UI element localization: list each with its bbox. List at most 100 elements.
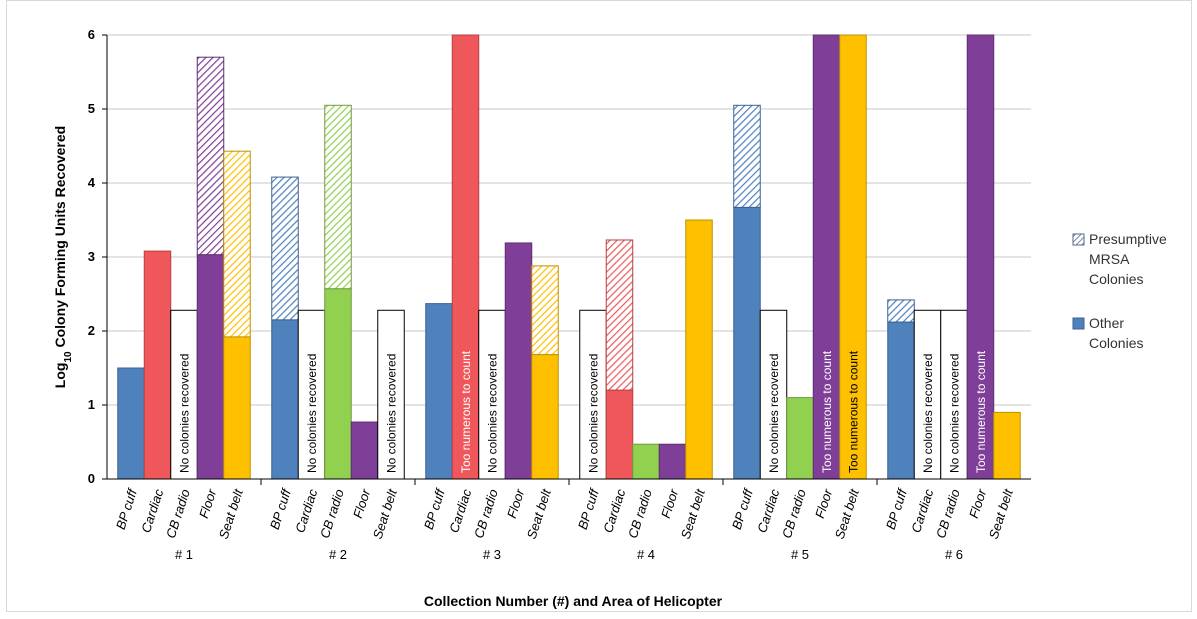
bar-other-colonies — [143, 250, 172, 480]
bar-label-no-colonies: No colonies recovered — [948, 354, 962, 473]
x-axis-title: Collection Number (#) and Area of Helico… — [424, 593, 723, 609]
bar-label-too-numerous: Too numerous to count — [847, 350, 861, 473]
legend-swatch-other — [1072, 317, 1085, 330]
x-category-label: Seat belt — [216, 486, 247, 541]
bar-other-colonies — [993, 411, 1021, 480]
x-category-label: CB radio — [317, 487, 347, 540]
group-label: # 6 — [945, 547, 963, 562]
x-category-label: CB radio — [625, 487, 655, 540]
group-label: # 4 — [637, 547, 655, 562]
bar-other-colonies — [839, 34, 867, 480]
bar-other-colonies — [350, 421, 379, 480]
bar-no-colonies — [759, 309, 788, 480]
x-category-label: CB radio — [471, 487, 501, 540]
group-label: # 3 — [483, 547, 501, 562]
y-tick-label: 1 — [88, 397, 95, 412]
group-label: # 5 — [791, 547, 809, 562]
x-category-label: BP cuff — [267, 486, 294, 531]
y-tick-label: 5 — [88, 101, 95, 116]
x-category-label: Floor — [812, 487, 836, 520]
bar-presumptive-mrsa — [196, 56, 225, 256]
x-category-label: Cardiac — [908, 487, 936, 535]
bar-no-colonies — [940, 309, 968, 480]
bar-other-colonies — [504, 242, 533, 480]
bar-other-colonies — [966, 34, 995, 480]
bar-no-colonies — [913, 309, 942, 480]
x-category-label: CB radio — [163, 487, 193, 540]
x-category-label: Seat belt — [832, 486, 863, 541]
x-category-label: Floor — [350, 487, 374, 520]
chart-frame: No colonies recovered No colonies recover… — [6, 0, 1192, 612]
bar-other-colonies — [117, 367, 145, 480]
legend: Presumptive MRSA Colonies Other Colonies — [1072, 231, 1167, 351]
bar-label-no-colonies: No colonies recovered — [305, 354, 319, 473]
bar-no-colonies — [297, 309, 326, 480]
bar-other-colonies — [812, 34, 841, 480]
bar-other-colonies — [271, 319, 299, 480]
group-label: # 2 — [329, 547, 347, 562]
bar-presumptive-mrsa — [887, 299, 915, 323]
y-axis-title: Log10 Colony Forming Units Recovered — [52, 126, 74, 388]
y-tick-label: 2 — [88, 323, 95, 338]
bar-presumptive-mrsa — [223, 150, 251, 338]
x-category-label: Seat belt — [370, 486, 401, 541]
legend-label-other-2: Colonies — [1089, 335, 1143, 351]
bar-label-no-colonies: No colonies recovered — [385, 354, 399, 473]
x-category-label: Cardiac — [138, 487, 166, 535]
bar-other-colonies — [786, 397, 814, 480]
bar-other-colonies — [425, 303, 453, 480]
x-category-label: Seat belt — [678, 486, 709, 541]
x-category-label: Cardiac — [600, 487, 628, 535]
bar-other-colonies — [658, 443, 687, 480]
legend-label-presumptive-2: MRSA — [1089, 251, 1130, 267]
bar-presumptive-mrsa — [733, 104, 761, 208]
x-category-label: Floor — [658, 487, 682, 520]
bar-label-no-colonies: No colonies recovered — [486, 354, 500, 473]
bar-label-no-colonies: No colonies recovered — [178, 354, 192, 473]
x-category-label: Seat belt — [524, 486, 555, 541]
x-category-label: Cardiac — [754, 487, 782, 535]
x-category-label: Floor — [504, 487, 528, 520]
bar-presumptive-mrsa — [531, 265, 559, 356]
bar-presumptive-mrsa — [271, 176, 299, 321]
bar-other-colonies — [632, 443, 660, 480]
bar-other-colonies — [685, 219, 713, 480]
axes — [102, 34, 1031, 485]
bar-no-colonies — [478, 309, 506, 480]
bar-other-colonies — [605, 389, 634, 480]
x-category-label: Floor — [196, 487, 220, 520]
bar-other-colonies — [531, 354, 559, 480]
bar-label-no-colonies: No colonies recovered — [767, 354, 781, 473]
x-category-label: BP cuff — [575, 486, 602, 531]
legend-swatch-presumptive — [1072, 233, 1085, 246]
bar-other-colonies — [324, 288, 352, 480]
gridlines — [107, 34, 1031, 406]
bar-label-no-colonies: No colonies recovered — [587, 354, 601, 473]
y-tick-label: 6 — [88, 27, 95, 42]
x-category-label: BP cuff — [113, 486, 140, 531]
bar-other-colonies — [887, 321, 915, 480]
bar-label-too-numerous: Too numerous to count — [974, 350, 988, 473]
y-tick-label: 3 — [88, 249, 95, 264]
bar-other-colonies — [196, 254, 225, 480]
bar-other-colonies — [223, 336, 251, 480]
legend-label-other-1: Other — [1089, 315, 1124, 331]
bar-label-no-colonies: No colonies recovered — [921, 354, 935, 473]
bar-presumptive-mrsa — [324, 104, 352, 290]
x-category-label: BP cuff — [421, 486, 448, 531]
legend-label-presumptive-1: Presumptive — [1089, 231, 1167, 247]
bar-presumptive-mrsa — [605, 239, 634, 391]
y-tick-label: 0 — [88, 471, 95, 486]
x-category-label: Floor — [966, 487, 990, 520]
bar-label-too-numerous: Too numerous to count — [820, 350, 834, 473]
bar-label-too-numerous: Too numerous to count — [459, 350, 473, 473]
bar-other-colonies — [451, 34, 480, 480]
x-category-label: Cardiac — [446, 487, 474, 535]
x-category-label: Seat belt — [986, 486, 1017, 541]
x-category-label: CB radio — [779, 487, 809, 540]
bars: No colonies recovered No colonies recover… — [117, 34, 1021, 480]
x-category-label: BP cuff — [729, 486, 756, 531]
legend-label-presumptive-3: Colonies — [1089, 271, 1143, 287]
x-category-label: Cardiac — [292, 487, 320, 535]
y-tick-label: 4 — [88, 175, 96, 190]
